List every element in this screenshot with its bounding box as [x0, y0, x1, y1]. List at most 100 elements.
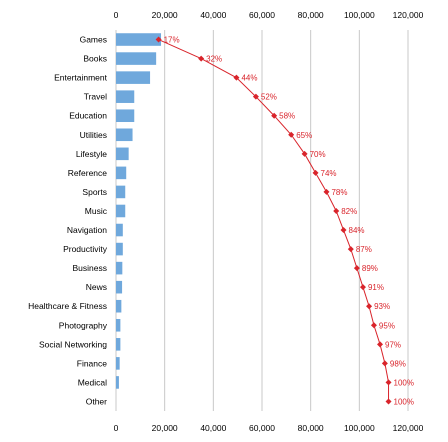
top-tick-label: 40,000 — [200, 10, 226, 20]
cumulative-point — [323, 188, 330, 195]
top-axis-ticks: 0 20,000 40,000 60,000 80,000 100,000 120,000 — [114, 10, 424, 20]
cumulative-line — [158, 39, 390, 402]
cumulative-percent-label: 91% — [368, 283, 384, 292]
top-tick-label: 60,000 — [249, 10, 275, 20]
category-label: Social Networking — [39, 339, 107, 349]
cumulative-point — [366, 303, 373, 310]
bar — [116, 242, 123, 256]
category-label: Healthcare & Fitness — [28, 301, 107, 311]
cumulative-percent-label: 74% — [321, 169, 337, 178]
bar — [116, 357, 120, 370]
cumulative-percent-label: 65% — [296, 131, 312, 140]
cumulative-percent-label: 95% — [379, 321, 395, 330]
cumulative-point — [233, 74, 240, 81]
cumulative-percent-label: 93% — [374, 302, 390, 311]
category-label: News — [86, 282, 107, 292]
cumulative-percent-label: 100% — [394, 378, 414, 387]
cumulative-percent-label: 87% — [356, 245, 372, 254]
category-label: Business — [73, 263, 108, 273]
category-label: Sports — [82, 187, 107, 197]
cumulative-percent-label: 70% — [310, 150, 326, 159]
category-label: Lifestyle — [76, 149, 107, 159]
cumulative-percent-label: 98% — [390, 359, 406, 368]
top-tick-label: 80,000 — [298, 10, 324, 20]
bar — [116, 90, 135, 103]
bar — [116, 318, 121, 332]
bar — [116, 33, 162, 46]
bar — [116, 376, 119, 389]
category-label: Games — [80, 35, 107, 45]
cumulative-point — [301, 150, 308, 157]
category-label: Navigation — [67, 225, 107, 235]
cumulative-point — [353, 265, 360, 272]
bottom-tick-label: 0 — [114, 423, 119, 433]
bar — [116, 147, 129, 161]
cumulative-point — [385, 398, 392, 405]
category-label: Entertainment — [54, 73, 108, 83]
bar — [116, 71, 151, 84]
cumulative-point — [385, 379, 392, 386]
cumulative-point — [340, 227, 347, 234]
bar — [116, 338, 121, 351]
category-label: Utilities — [80, 130, 107, 140]
cumulative-point — [333, 207, 340, 214]
bottom-tick-label: 60,000 — [249, 423, 275, 433]
top-tick-label: 100,000 — [344, 10, 375, 20]
bottom-tick-label: 20,000 — [152, 423, 178, 433]
category-label: Reference — [68, 168, 107, 178]
top-tick-label: 0 — [114, 10, 119, 20]
cumulative-point — [155, 36, 162, 43]
bar — [116, 109, 135, 123]
bottom-tick-label: 80,000 — [298, 423, 324, 433]
bottom-tick-label: 100,000 — [344, 423, 375, 433]
cumulative-percent-label: 32% — [206, 55, 222, 64]
category-labels: Games Books Entertainment Travel Education Ut… — [28, 35, 108, 407]
gridlines — [115, 30, 409, 411]
bar — [116, 223, 123, 237]
cumulative-point — [252, 93, 259, 100]
bar — [116, 261, 123, 275]
category-label: Finance — [77, 358, 108, 368]
category-label: Education — [69, 111, 107, 121]
cumulative-percent-label: 52% — [261, 93, 277, 102]
cumulative-percent-label: 17% — [164, 36, 180, 45]
bottom-tick-label: 40,000 — [200, 423, 226, 433]
cumulative-point — [198, 55, 205, 62]
category-label: Other — [86, 396, 107, 406]
bottom-axis-ticks: 0 20,000 40,000 60,000 80,000 100,000 120,000 — [114, 423, 424, 433]
bar — [116, 299, 122, 313]
category-label: Productivity — [63, 244, 108, 254]
cumulative-point — [288, 131, 295, 138]
cumulative-percent-label: 78% — [331, 188, 347, 197]
cumulative-percent-label: 82% — [341, 207, 357, 216]
top-tick-label: 20,000 — [152, 10, 178, 20]
cumulative-point — [381, 360, 388, 367]
category-label: Medical — [78, 377, 107, 387]
bar — [116, 166, 127, 180]
cumulative-percent-label: 84% — [349, 226, 365, 235]
bar — [116, 185, 126, 199]
bottom-tick-label: 120,000 — [393, 423, 424, 433]
cumulative-point — [370, 322, 377, 329]
cumulative-point — [312, 169, 319, 176]
category-label: Travel — [84, 92, 107, 102]
cumulative-point — [377, 341, 384, 348]
cumulative-point — [359, 284, 366, 291]
cumulative-percent-label: 58% — [279, 112, 295, 121]
category-label: Photography — [59, 320, 108, 330]
cumulative-percent-label: 100% — [394, 397, 414, 406]
category-label: Books — [83, 54, 107, 64]
bar-series — [116, 33, 162, 389]
cumulative-point — [271, 112, 278, 119]
cumulative-line-series: 17% 32% 44% 52% 58% 65% 70% 74% 78% 82% 84% 87% 89% 9… — [155, 36, 414, 406]
cumulative-point — [347, 246, 354, 253]
cumulative-percent-label: 97% — [385, 340, 401, 349]
bar — [116, 128, 133, 142]
category-label: Music — [85, 206, 108, 216]
bar — [116, 204, 126, 218]
cumulative-percent-label: 44% — [241, 74, 257, 83]
top-tick-label: 120,000 — [393, 10, 424, 20]
bar — [116, 52, 157, 65]
bar — [116, 280, 123, 294]
